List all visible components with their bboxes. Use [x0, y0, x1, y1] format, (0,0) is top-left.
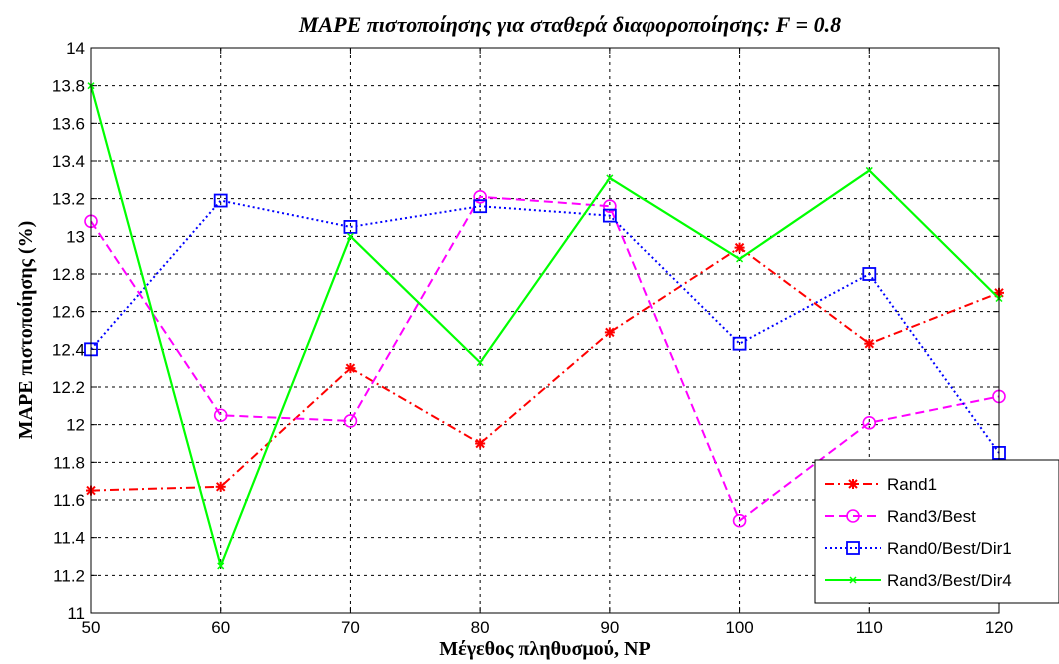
y-tick-label: 11.6: [53, 491, 85, 510]
data-point: [865, 166, 873, 174]
x-axis-label: Μέγεθος πληθυσμού, NP: [439, 638, 650, 660]
marker-stroke: [605, 327, 615, 338]
x-tick-label: 100: [725, 618, 753, 637]
legend-marker: [846, 541, 860, 555]
marker-stroke: [476, 358, 484, 367]
data-point: [213, 408, 228, 423]
y-tick-label: 12.6: [52, 303, 85, 322]
series-line: [90, 195, 1000, 522]
data-point: [604, 327, 615, 338]
marker-stroke: [475, 438, 485, 449]
legend-marker: [848, 479, 858, 489]
y-tick-label: 13.2: [52, 190, 85, 209]
series-rand3-best: [84, 189, 1006, 528]
y-tick-label: 12.2: [52, 378, 85, 397]
marker-stroke: [216, 482, 226, 492]
chart-title: MAPE πιστοποίησης για σταθερά διαφοροποί…: [298, 12, 841, 37]
y-tick-label: 13: [66, 227, 85, 246]
legend-label: Rand3/Best/Dir4: [887, 571, 1012, 590]
data-point: [862, 415, 877, 430]
data-point: [476, 358, 484, 367]
data-point: [345, 363, 356, 374]
data-point: [213, 193, 228, 208]
legend-label: Rand3/Best: [887, 507, 976, 526]
marker-stroke: [865, 166, 873, 174]
data-point: [732, 513, 747, 528]
x-tick-label: 120: [985, 618, 1013, 637]
legend-entry: Rand3/Best: [825, 507, 976, 526]
y-axis-label: MAPE πιστοποίησης (%): [15, 221, 37, 440]
x-tick-label: 90: [600, 618, 619, 637]
data-point: [343, 414, 358, 428]
y-tick-label: 12: [66, 416, 85, 435]
data-point: [864, 338, 875, 349]
data-point: [606, 174, 614, 182]
data-point: [473, 189, 487, 204]
y-tick-label: 13.4: [52, 152, 85, 171]
marker-stroke: [217, 562, 225, 570]
x-tick-label: 80: [471, 618, 490, 637]
data-point: [343, 220, 358, 234]
marker-stroke: [848, 479, 858, 489]
data-point: [215, 481, 226, 492]
data-point: [346, 232, 354, 240]
marker-stroke: [864, 338, 874, 349]
data-point: [732, 336, 747, 351]
legend-entry: Rand1: [825, 475, 937, 494]
data-point: [734, 242, 745, 253]
y-tick-label: 14: [66, 39, 85, 58]
marker-stroke: [734, 242, 745, 253]
y-tick-label: 12.4: [52, 340, 85, 359]
x-tick-label: 50: [82, 618, 101, 637]
x-tick-label: 70: [341, 618, 360, 637]
data-point: [603, 199, 617, 213]
data-point: [736, 255, 744, 263]
y-tick-label: 11.8: [53, 453, 85, 472]
marker-stroke: [346, 232, 354, 240]
y-tick-label: 11: [67, 604, 85, 623]
data-point: [862, 267, 877, 281]
data-point: [473, 199, 488, 214]
y-tick-label: 13.8: [52, 77, 85, 96]
marker-stroke: [849, 576, 857, 584]
legend-label: Rand0/Best/Dir1: [887, 539, 1012, 558]
marker-stroke: [736, 255, 744, 263]
x-tick-label: 110: [856, 618, 883, 637]
axes: 50 60 70 80 90 100 110 120 11 11.2 11.4 11.6 11.8 12 1…: [52, 39, 1013, 637]
series-line: [89, 85, 1000, 568]
legend-entry: Rand0/Best/Dir1: [825, 539, 1012, 558]
series-line: [90, 199, 1000, 454]
legend-label: Rand1: [887, 475, 937, 494]
data-point: [475, 438, 486, 449]
series-rand3-best-dir4: [87, 82, 1003, 570]
plot-border: [90, 47, 1000, 614]
legend-marker: [849, 576, 857, 584]
y-tick-label: 11.4: [53, 529, 85, 548]
data-point: [217, 562, 225, 570]
series-rand1: [86, 242, 1004, 496]
legend-marker: [846, 509, 860, 523]
y-tick-label: 11.2: [53, 566, 85, 585]
legend-entry: Rand3/Best/Dir4: [825, 571, 1012, 590]
y-tick-label: 12.8: [52, 265, 85, 284]
marker-stroke: [606, 174, 614, 182]
marker-stroke: [345, 363, 356, 373]
data-point: [602, 208, 617, 223]
x-tick-label: 60: [211, 618, 230, 637]
series-line: [90, 246, 1000, 492]
legend: Rand1 Rand3/Best Rand0/Best/Dir1 Rand3/Best…: [814, 459, 1059, 604]
y-tick-label: 13.6: [52, 114, 85, 133]
